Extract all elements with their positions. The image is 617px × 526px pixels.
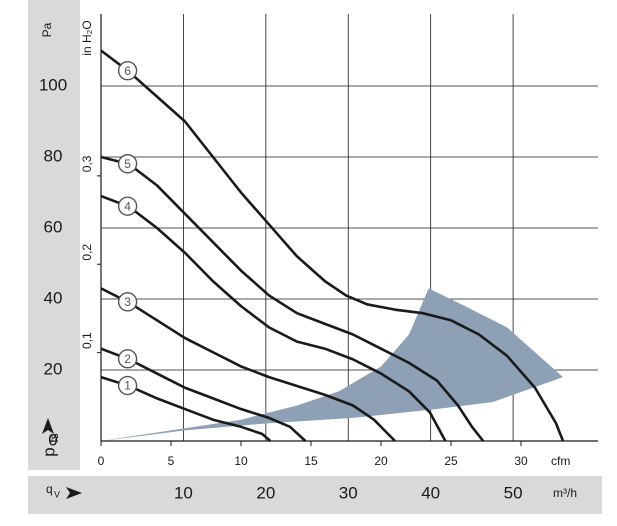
y-unit: Pa — [40, 22, 54, 37]
x-tick-label: 10 — [234, 454, 248, 468]
y-arrow — [42, 418, 54, 434]
y-tick-label: 100 — [39, 75, 67, 94]
curve-label: 2 — [124, 352, 131, 366]
y-label-main: p — [39, 447, 58, 456]
x2-label-main: q — [46, 482, 53, 496]
y-label-sub: fs — [47, 433, 61, 442]
y-tick-label: 40 — [44, 288, 63, 307]
x2-tick-label: 50 — [504, 483, 523, 502]
x2-label-sub: V — [54, 489, 60, 499]
y2-tick-label: 0,3 — [80, 155, 94, 172]
curve-label-circle — [117, 292, 138, 312]
y-tick-label: 80 — [44, 146, 63, 165]
x-tick-label: 0 — [98, 454, 105, 468]
x-tick-label: 5 — [168, 454, 175, 468]
fan-curve — [100, 347, 307, 442]
y2-tick-label: 0,1 — [80, 332, 94, 349]
x2-tick-label: 30 — [339, 483, 358, 502]
y-tick-label: 20 — [44, 359, 63, 378]
y2-label: in H₂O — [80, 20, 94, 55]
x-unit: cfm — [551, 454, 570, 468]
curve-label: 1 — [124, 379, 131, 393]
y-tick-label: 0 — [48, 430, 57, 449]
curve-label-circle — [117, 61, 138, 81]
y-tick-label: 60 — [44, 217, 63, 236]
x-tick-label: 20 — [374, 454, 388, 468]
curve-label-circle — [117, 375, 138, 396]
x-tick-label: 25 — [444, 454, 458, 468]
curve-label: 3 — [124, 295, 131, 309]
curve-label: 6 — [124, 64, 131, 78]
x2-tick-label: 20 — [256, 483, 275, 502]
x2-arrow — [66, 487, 82, 499]
curve-label-circle — [117, 349, 138, 369]
fan-curve — [100, 155, 485, 442]
x-tick-label: 30 — [514, 454, 528, 468]
x-tick-label: 15 — [304, 454, 318, 468]
curve-label-circle — [117, 196, 138, 216]
curve-label: 5 — [124, 157, 131, 171]
curve-label: 4 — [124, 199, 131, 213]
fan-curve — [100, 49, 565, 442]
fan-curve — [100, 194, 447, 442]
bottom-band — [28, 476, 602, 514]
left-band — [28, 0, 80, 470]
fan-curve — [100, 287, 396, 442]
curve-label-circle — [117, 154, 138, 174]
operating-range — [101, 288, 563, 441]
x2-tick-label: 40 — [421, 483, 440, 502]
y2-tick-label: 0,2 — [80, 244, 94, 261]
y-label: p fs — [39, 433, 61, 456]
x2-tick-label: 10 — [174, 483, 193, 502]
x2-unit: m³/h — [553, 486, 577, 500]
